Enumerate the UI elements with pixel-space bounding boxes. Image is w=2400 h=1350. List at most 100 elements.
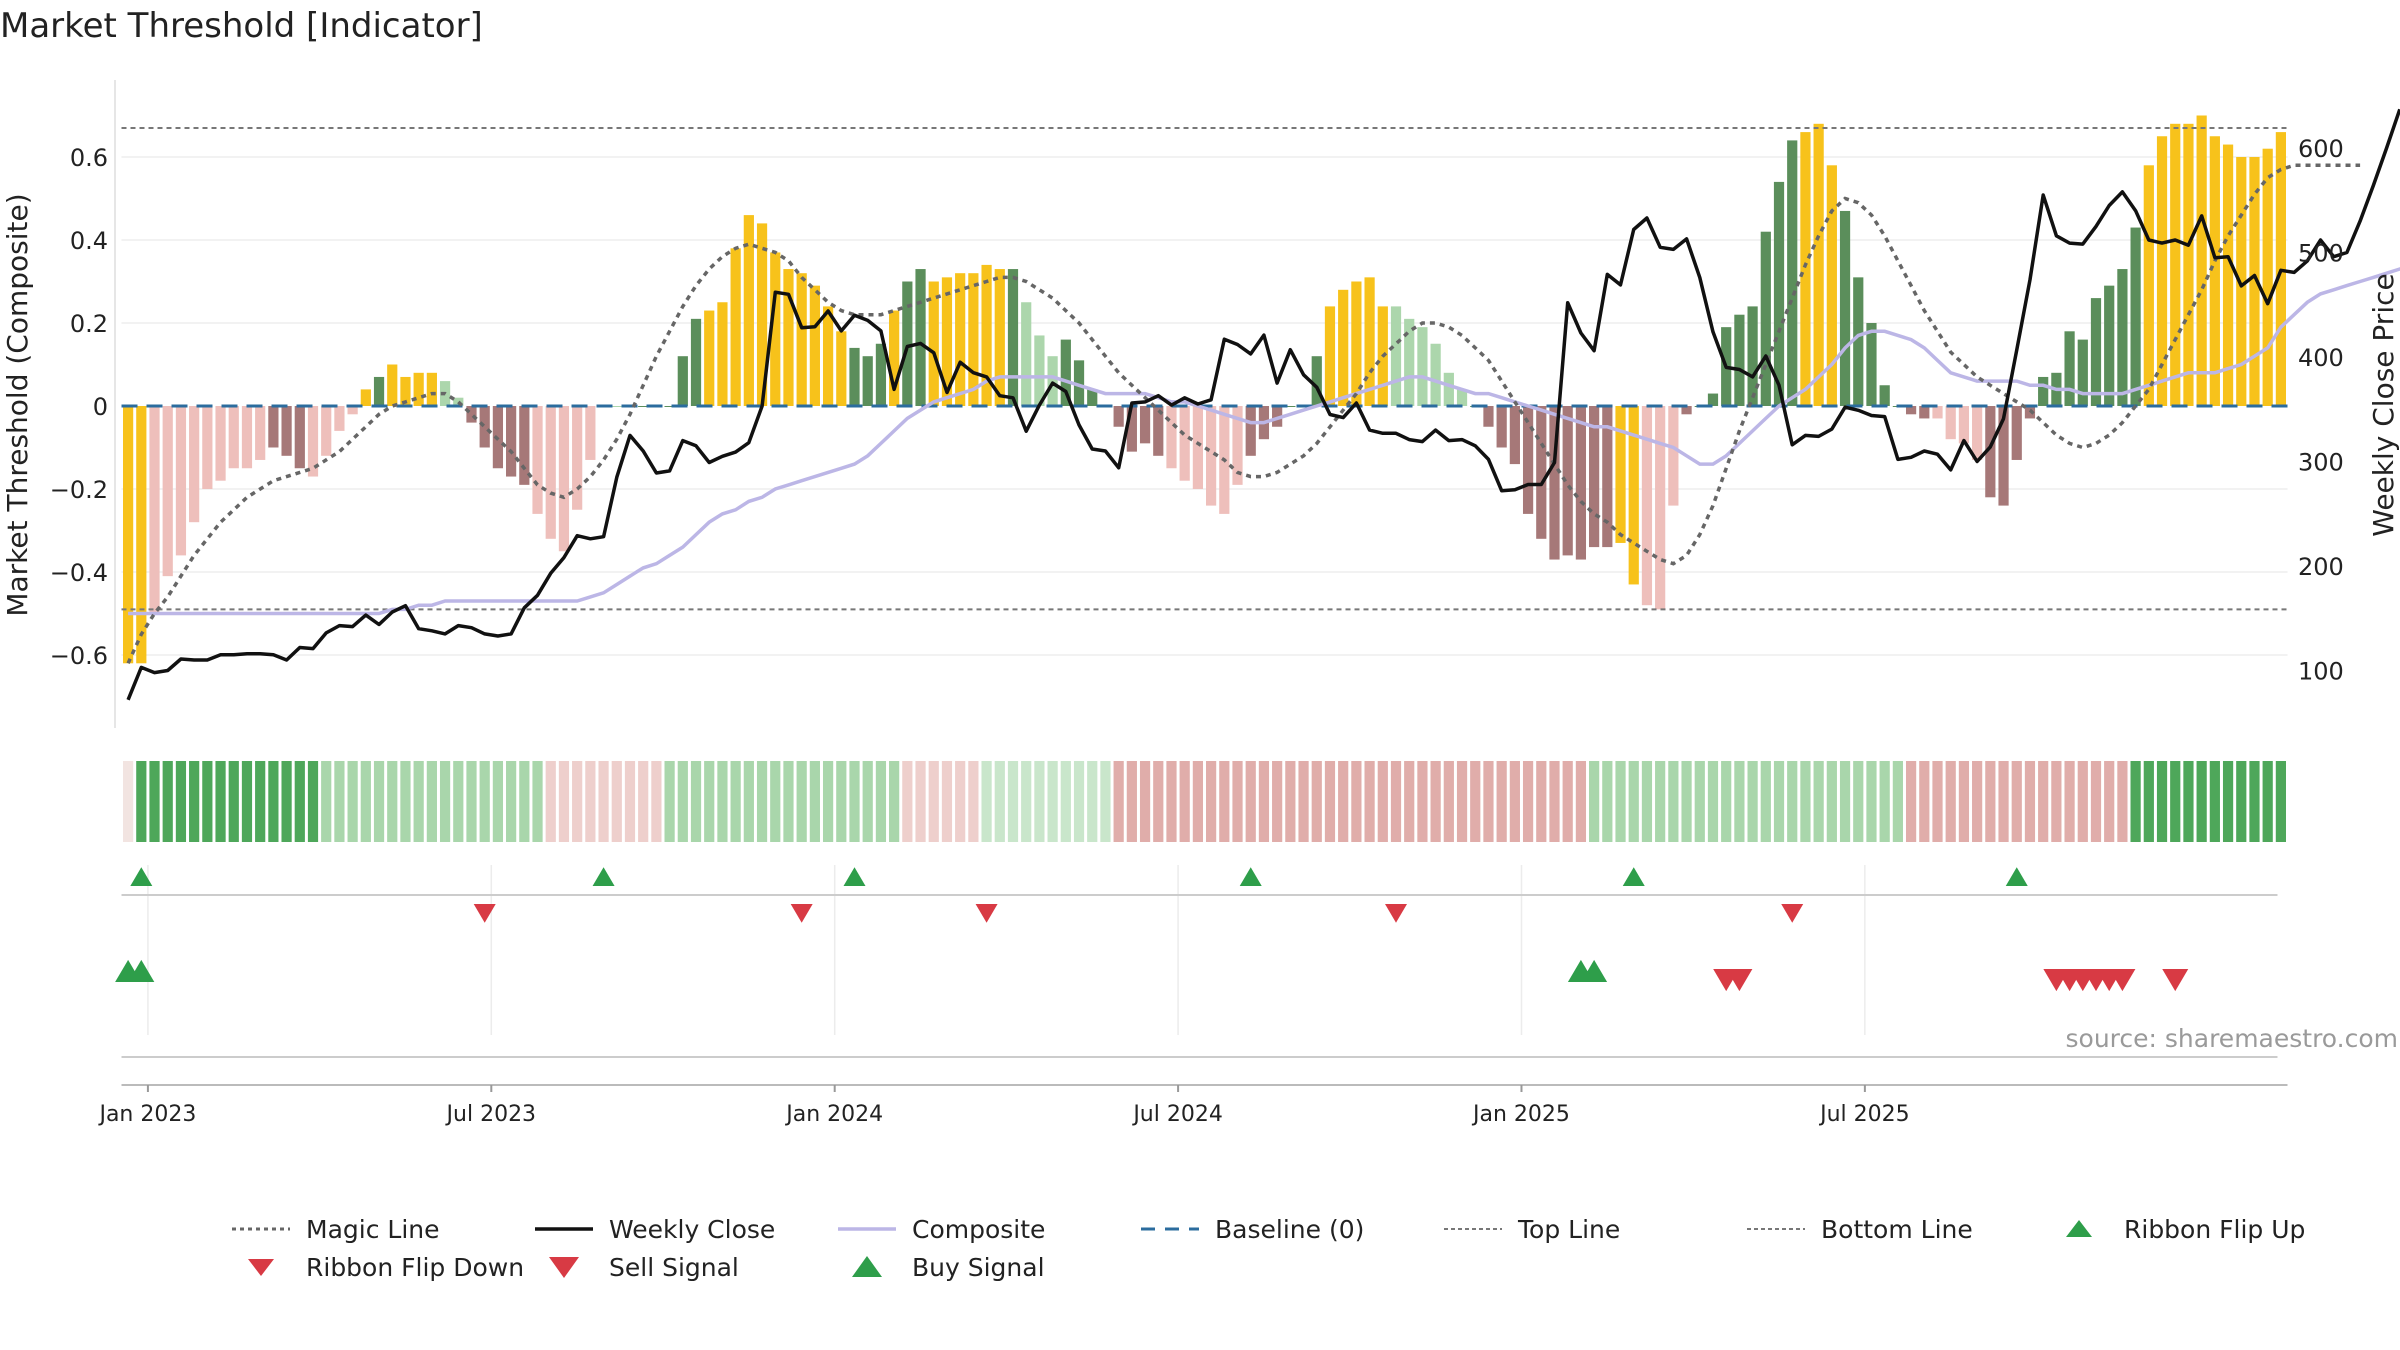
ribbon-cell bbox=[2236, 761, 2247, 842]
ribbon-strip bbox=[123, 761, 2286, 842]
threshold-bar bbox=[915, 269, 926, 406]
buy-signal-marker bbox=[128, 959, 155, 982]
threshold-bar bbox=[149, 406, 160, 614]
threshold-bar bbox=[307, 406, 319, 477]
threshold-bar bbox=[1562, 406, 1573, 556]
ribbon-cell bbox=[466, 761, 477, 842]
threshold-bar bbox=[1575, 406, 1587, 560]
threshold-bar bbox=[1179, 406, 1190, 481]
ribbon-cell bbox=[2275, 761, 2286, 842]
ribbon-cell bbox=[1734, 761, 1745, 842]
threshold-bar bbox=[400, 376, 411, 406]
threshold-bar bbox=[822, 306, 834, 406]
legend-label: Ribbon Flip Up bbox=[2124, 1214, 2306, 1244]
threshold-bar bbox=[1800, 132, 1811, 406]
threshold-bar bbox=[1404, 318, 1415, 406]
sell-signal-marker bbox=[1726, 969, 1753, 992]
threshold-bar bbox=[2183, 123, 2194, 407]
threshold-bar bbox=[2196, 115, 2207, 406]
threshold-bar bbox=[1602, 406, 1613, 548]
legend-label: Buy Signal bbox=[912, 1252, 1045, 1282]
ribbon-flip-up-marker bbox=[130, 867, 153, 886]
threshold-bar bbox=[1655, 406, 1666, 610]
ribbon-cell bbox=[2011, 761, 2022, 842]
threshold-bar bbox=[1311, 356, 1322, 406]
threshold-bar bbox=[1628, 406, 1639, 585]
threshold-bar bbox=[2090, 298, 2102, 406]
threshold-bar bbox=[387, 364, 398, 406]
threshold-bar bbox=[1998, 406, 2009, 506]
ribbon-cell bbox=[1536, 761, 1547, 842]
threshold-bar bbox=[1522, 406, 1534, 514]
threshold-bar bbox=[2236, 157, 2247, 406]
x-tick-label: Jul 2025 bbox=[1818, 1102, 1910, 1127]
ribbon-cell bbox=[268, 761, 279, 842]
threshold-bar bbox=[1668, 406, 1679, 506]
threshold-bar bbox=[1390, 306, 1402, 406]
ribbon-cell bbox=[202, 761, 213, 842]
ribbon-cell bbox=[1694, 761, 1705, 842]
threshold-bar bbox=[162, 406, 173, 577]
threshold-bar bbox=[756, 223, 768, 406]
ribbon-cell bbox=[1034, 761, 1045, 842]
threshold-bar bbox=[955, 273, 966, 406]
threshold-bar bbox=[2143, 165, 2154, 406]
ribbon-cell bbox=[1166, 761, 1177, 842]
threshold-bar bbox=[1747, 306, 1758, 406]
threshold-bar bbox=[241, 406, 253, 469]
threshold-bar bbox=[1985, 406, 1996, 498]
threshold-bar bbox=[1192, 406, 1203, 489]
ribbon-cell bbox=[704, 761, 715, 842]
threshold-bar bbox=[836, 331, 847, 406]
ribbon-cell bbox=[1879, 761, 1890, 842]
ribbon-cell bbox=[1892, 761, 1903, 842]
y-tick-left: 0.6 bbox=[70, 144, 108, 172]
ribbon-cell bbox=[215, 761, 226, 842]
threshold-bar bbox=[770, 252, 781, 406]
ribbon-cell bbox=[400, 761, 411, 842]
threshold-bar bbox=[1430, 343, 1441, 406]
ribbon-cell bbox=[426, 761, 437, 842]
ribbon-cell bbox=[1417, 761, 1428, 842]
ribbon-cell bbox=[439, 761, 451, 842]
ribbon-cell bbox=[506, 761, 517, 842]
ribbon-cell bbox=[1126, 761, 1137, 842]
bottom-line-swatch-icon bbox=[1747, 1228, 1805, 1230]
threshold-bar bbox=[2262, 148, 2273, 406]
legend-item-buy-signal: Buy Signal bbox=[836, 1253, 1139, 1282]
threshold-bar bbox=[1707, 393, 1719, 406]
threshold-bar bbox=[1443, 372, 1454, 406]
y-axis-label-right: Weekly Close Price bbox=[2367, 273, 2400, 536]
ribbon-cell bbox=[1153, 761, 1164, 842]
ribbon-cell bbox=[1668, 761, 1679, 842]
ribbon-cell bbox=[783, 761, 794, 842]
ribbon-cell bbox=[770, 761, 781, 842]
threshold-bar bbox=[2209, 136, 2220, 406]
ribbon-cell bbox=[809, 761, 820, 842]
ribbon-cell bbox=[1655, 761, 1666, 842]
threshold-bar bbox=[585, 406, 596, 460]
weekly-close-swatch-icon bbox=[535, 1227, 593, 1231]
ribbon-cell bbox=[189, 761, 200, 842]
ribbon-cell bbox=[149, 761, 160, 842]
signal-markers bbox=[115, 867, 2189, 992]
ribbon-cell bbox=[1998, 761, 2009, 842]
y-tick-left: −0.6 bbox=[50, 642, 108, 670]
threshold-bar bbox=[255, 406, 266, 460]
threshold-bar bbox=[638, 406, 649, 407]
ribbon-cell bbox=[2090, 761, 2102, 842]
ribbon-cell bbox=[1628, 761, 1639, 842]
ribbon-cell bbox=[1615, 761, 1626, 842]
ribbon-cell bbox=[1443, 761, 1454, 842]
ribbon-cell bbox=[2077, 761, 2088, 842]
threshold-bar bbox=[1047, 356, 1058, 406]
legend-item-weekly-close: Weekly Close bbox=[533, 1215, 836, 1244]
ribbon-cell bbox=[1338, 761, 1349, 842]
ribbon-cell bbox=[1113, 761, 1124, 842]
ribbon-cell bbox=[1007, 761, 1019, 842]
ribbon-cell bbox=[1919, 761, 1930, 842]
threshold-bar bbox=[1536, 406, 1547, 539]
threshold-bar bbox=[2170, 123, 2181, 407]
threshold-bar bbox=[2117, 269, 2128, 406]
ribbon-flip-up-marker bbox=[2005, 867, 2028, 886]
